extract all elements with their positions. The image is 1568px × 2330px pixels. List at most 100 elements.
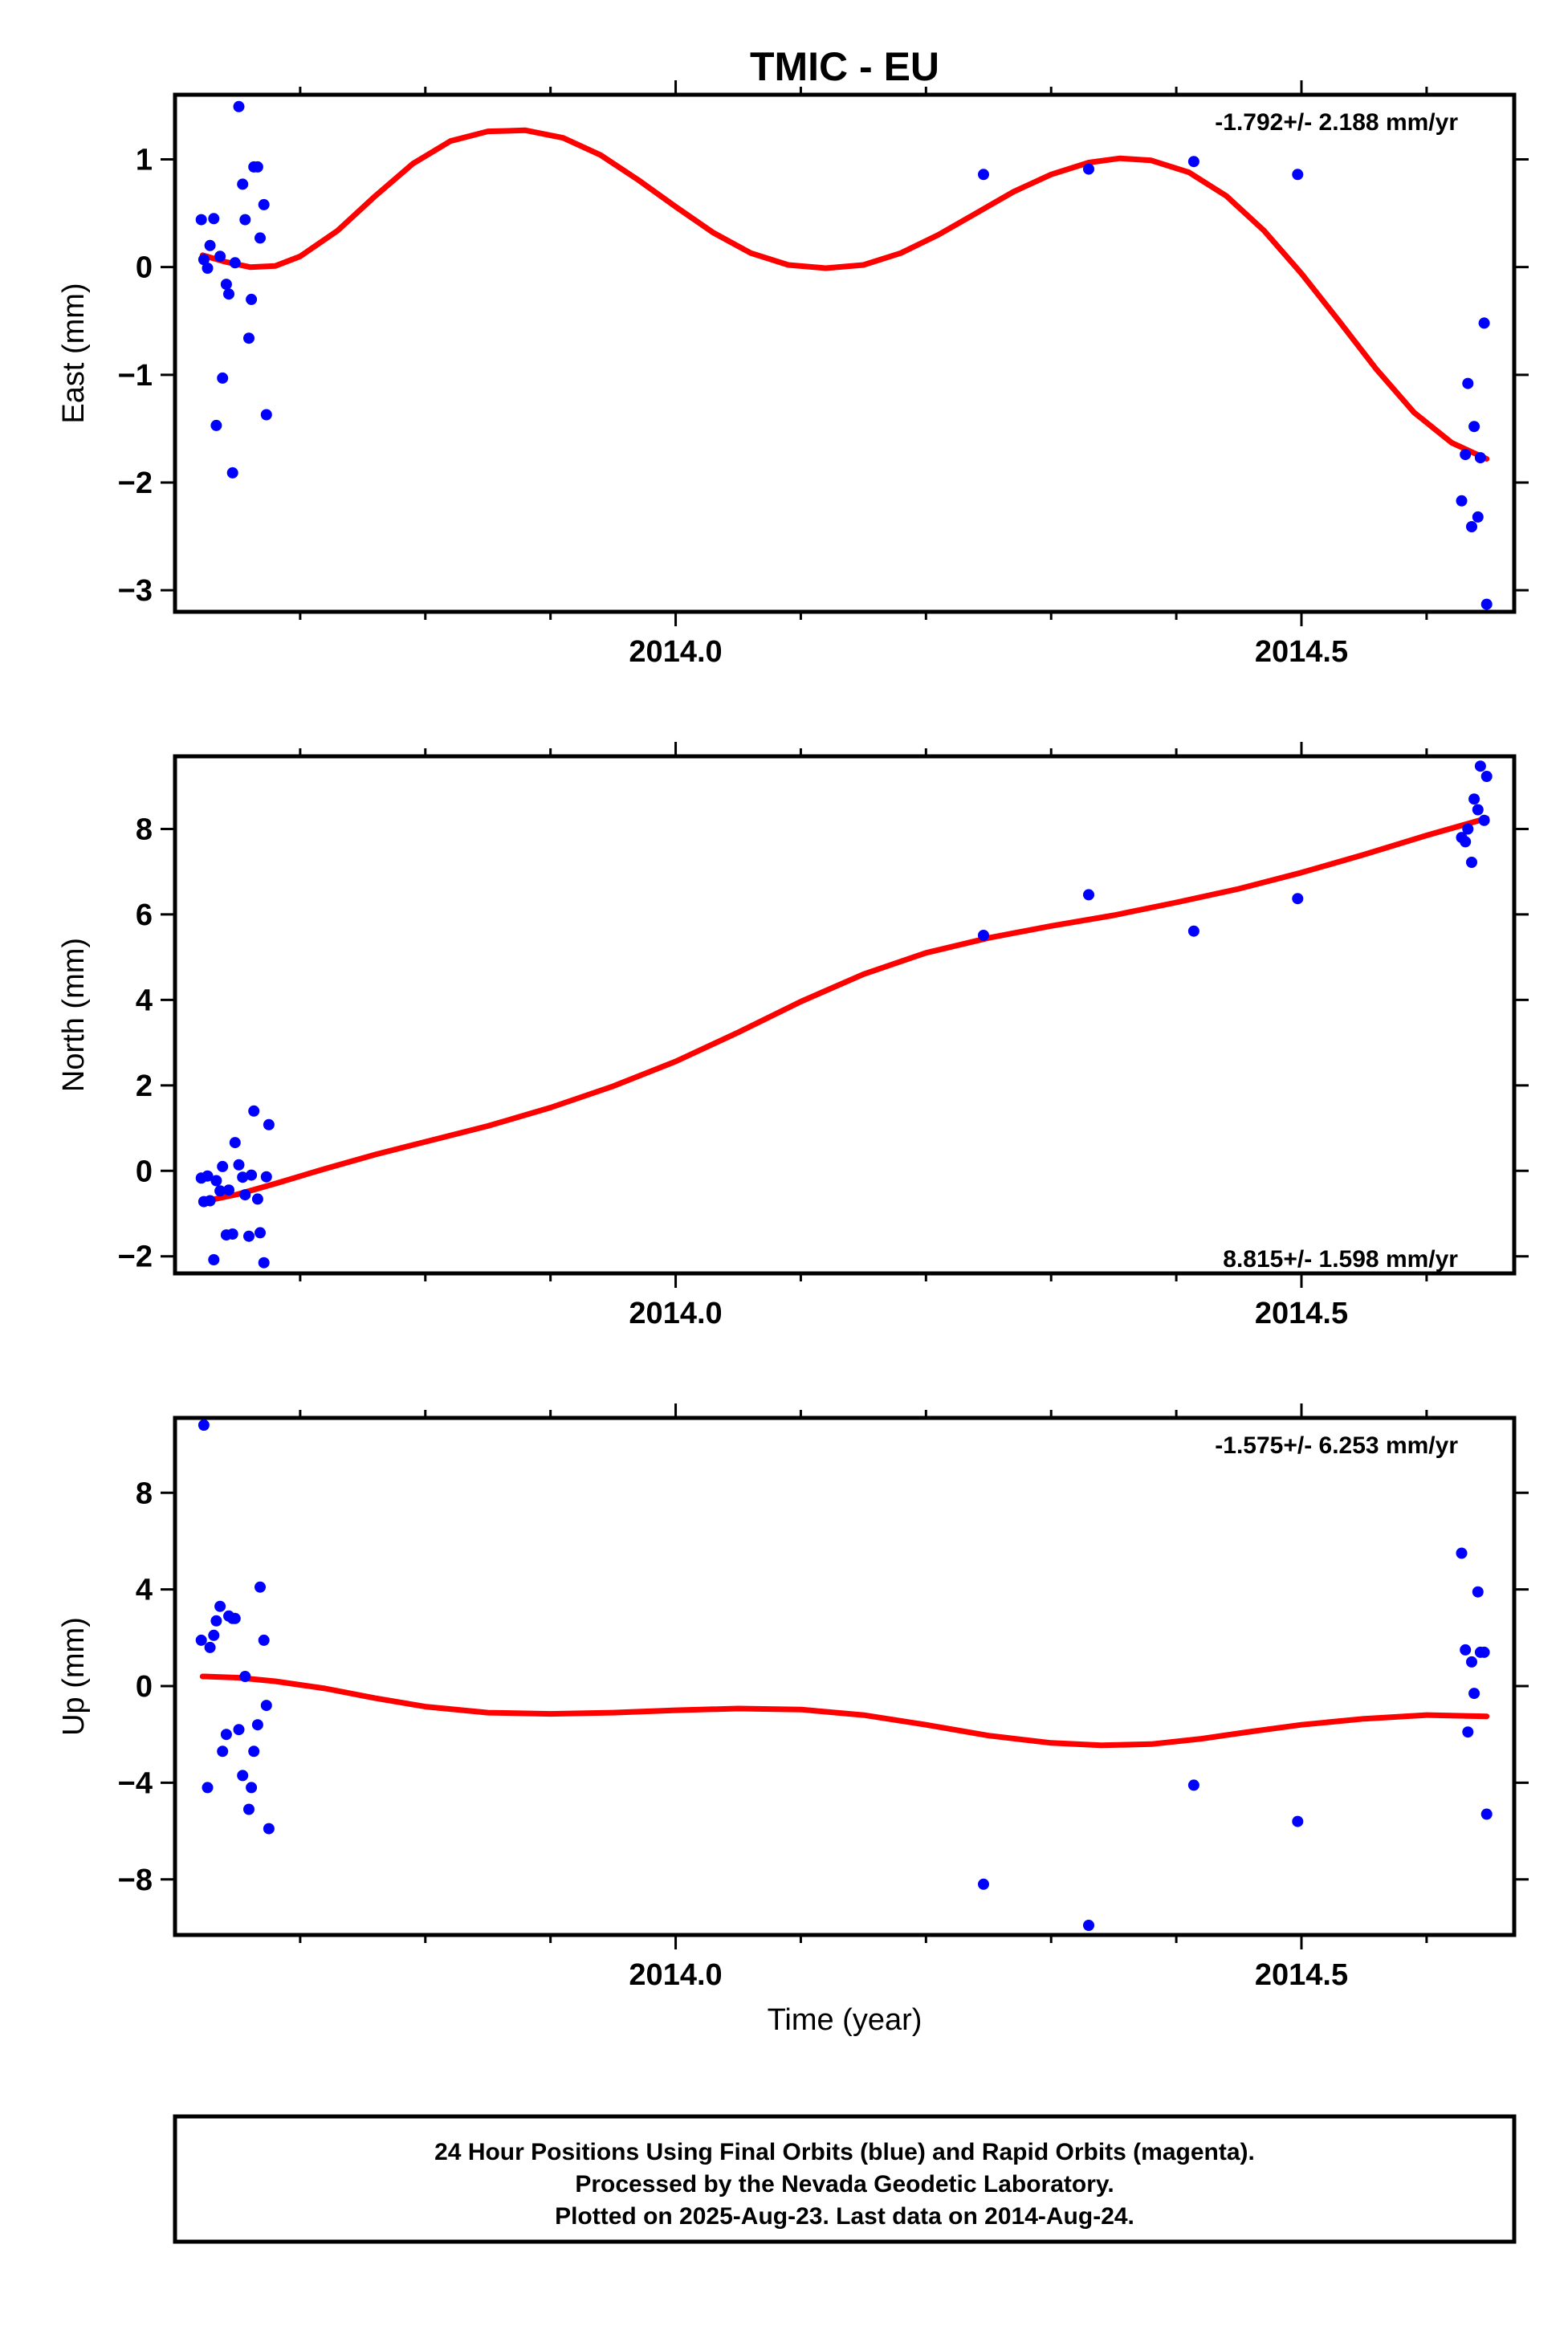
north-y-tick-label: 6 bbox=[136, 898, 153, 932]
east-data-point bbox=[1478, 317, 1490, 329]
east-y-tick-label: −2 bbox=[118, 466, 153, 500]
north-y-tick-label: −2 bbox=[118, 1240, 153, 1274]
north-y-axis-label: North (mm) bbox=[57, 938, 91, 1092]
north-data-point bbox=[263, 1118, 275, 1130]
up-plot-frame bbox=[173, 1416, 1517, 1937]
up-data-point bbox=[1478, 1646, 1490, 1658]
east-data-point bbox=[1468, 421, 1480, 433]
east-data-point bbox=[208, 213, 220, 225]
north-y-tick-label: 8 bbox=[136, 813, 153, 846]
up-data-point bbox=[1187, 1779, 1199, 1791]
up-data-point bbox=[198, 1420, 210, 1431]
east-data-point bbox=[246, 293, 258, 305]
up-panel: 2014.0 2014.5 −8 −4 0 4 8 Up (mm) -1.575+/- 6.25… bbox=[57, 1403, 1529, 1992]
north-data-point bbox=[217, 1160, 229, 1172]
up-data-point bbox=[1456, 1547, 1468, 1559]
up-data-point bbox=[202, 1782, 214, 1794]
north-y-tick-label: 0 bbox=[136, 1155, 153, 1188]
up-data-point bbox=[248, 1745, 260, 1758]
up-data-point bbox=[1460, 1644, 1472, 1656]
east-data-point bbox=[198, 254, 210, 266]
footer-line-1: 24 Hour Positions Using Final Orbits (bl… bbox=[434, 2139, 1255, 2165]
north-data-point bbox=[248, 1105, 260, 1117]
up-data-point bbox=[233, 1724, 245, 1736]
north-data-point bbox=[1474, 760, 1486, 772]
east-data-point bbox=[258, 198, 270, 210]
north-panel: 2014.0 2014.5 −2 0 2 4 6 8 North (mm) 8.815+/- 1.… bbox=[57, 742, 1529, 1330]
east-plot-frame bbox=[173, 92, 1517, 614]
east-data-point bbox=[1460, 449, 1472, 461]
up-data-point bbox=[214, 1600, 226, 1612]
east-data-point bbox=[1462, 377, 1474, 389]
north-data-point bbox=[208, 1254, 220, 1265]
east-data-point bbox=[195, 214, 207, 226]
north-data-point bbox=[239, 1189, 251, 1201]
east-data-point bbox=[220, 279, 232, 291]
north-data-point bbox=[237, 1171, 249, 1183]
east-data-point bbox=[260, 409, 272, 421]
east-rate-label: -1.792+/- 2.188 mm/yr bbox=[1215, 109, 1458, 136]
north-data-point bbox=[223, 1184, 234, 1196]
east-data-point bbox=[1472, 511, 1484, 523]
east-data-point bbox=[204, 239, 216, 251]
north-fit-line bbox=[199, 815, 1490, 1205]
north-data-point bbox=[1292, 893, 1304, 905]
north-data-point bbox=[251, 1193, 263, 1205]
up-data-point bbox=[1468, 1688, 1480, 1700]
north-data-point bbox=[978, 930, 989, 941]
north-data-point bbox=[246, 1169, 258, 1181]
east-data-point bbox=[210, 419, 222, 431]
north-data-point bbox=[204, 1195, 216, 1207]
footer-line-2: Processed by the Nevada Geodetic Laborat… bbox=[575, 2171, 1114, 2198]
up-data-point bbox=[258, 1634, 270, 1646]
up-data-point bbox=[263, 1823, 275, 1835]
up-data-point bbox=[220, 1729, 232, 1741]
east-data-point bbox=[978, 169, 989, 181]
north-y-tick-label: 2 bbox=[136, 1069, 153, 1103]
east-data-point bbox=[1187, 156, 1199, 168]
north-rate-label: 8.815+/- 1.598 mm/yr bbox=[1223, 1246, 1458, 1273]
up-data-point bbox=[260, 1700, 272, 1712]
north-y-tick-label: 4 bbox=[136, 984, 153, 1017]
east-data-point bbox=[237, 178, 249, 190]
north-plot-frame bbox=[173, 754, 1517, 1276]
east-y-axis-label: East (mm) bbox=[57, 283, 91, 423]
north-data-point bbox=[210, 1175, 222, 1187]
north-data-point bbox=[1466, 857, 1477, 868]
east-data-point bbox=[1083, 163, 1094, 175]
north-data-point bbox=[1187, 925, 1199, 937]
east-x-tick-label: 2014.0 bbox=[629, 635, 722, 669]
north-data-point bbox=[1460, 836, 1472, 848]
east-y-tick-label: −3 bbox=[118, 574, 153, 608]
north-data-point bbox=[1468, 793, 1480, 805]
north-data-point bbox=[202, 1170, 214, 1182]
plot-title: TMIC - EU bbox=[750, 44, 939, 89]
up-data-point bbox=[217, 1745, 229, 1758]
east-data-point bbox=[255, 232, 266, 244]
up-y-axis-label: Up (mm) bbox=[57, 1617, 91, 1736]
up-fit-line bbox=[199, 1673, 1490, 1749]
east-y-tick-label: −1 bbox=[118, 359, 153, 393]
east-data-point bbox=[1480, 598, 1493, 610]
east-y-tick-label: 1 bbox=[136, 144, 153, 177]
up-x-tick-label: 2014.0 bbox=[629, 1958, 722, 1992]
east-data-point bbox=[239, 214, 251, 226]
up-data-point bbox=[1472, 1586, 1484, 1598]
north-data-point bbox=[233, 1159, 245, 1171]
up-data-point bbox=[195, 1634, 207, 1646]
east-x-tick-label: 2014.5 bbox=[1255, 635, 1348, 669]
up-data-point bbox=[1462, 1726, 1474, 1738]
north-data-point bbox=[1480, 771, 1493, 782]
north-data-point bbox=[226, 1228, 238, 1240]
east-data-point bbox=[223, 288, 234, 300]
up-data-point bbox=[1083, 1920, 1094, 1931]
east-data-point bbox=[243, 332, 255, 344]
north-data-point bbox=[243, 1230, 255, 1242]
east-panel: 2014.0 2014.5 −3 −2 −1 0 1 East (mm) -1.792+/- 2… bbox=[57, 80, 1529, 669]
up-data-point bbox=[243, 1803, 255, 1815]
up-data-point bbox=[1466, 1656, 1477, 1668]
east-y-tick-label: 0 bbox=[136, 251, 153, 285]
north-data-point bbox=[1083, 889, 1094, 901]
up-data-point bbox=[208, 1629, 220, 1641]
